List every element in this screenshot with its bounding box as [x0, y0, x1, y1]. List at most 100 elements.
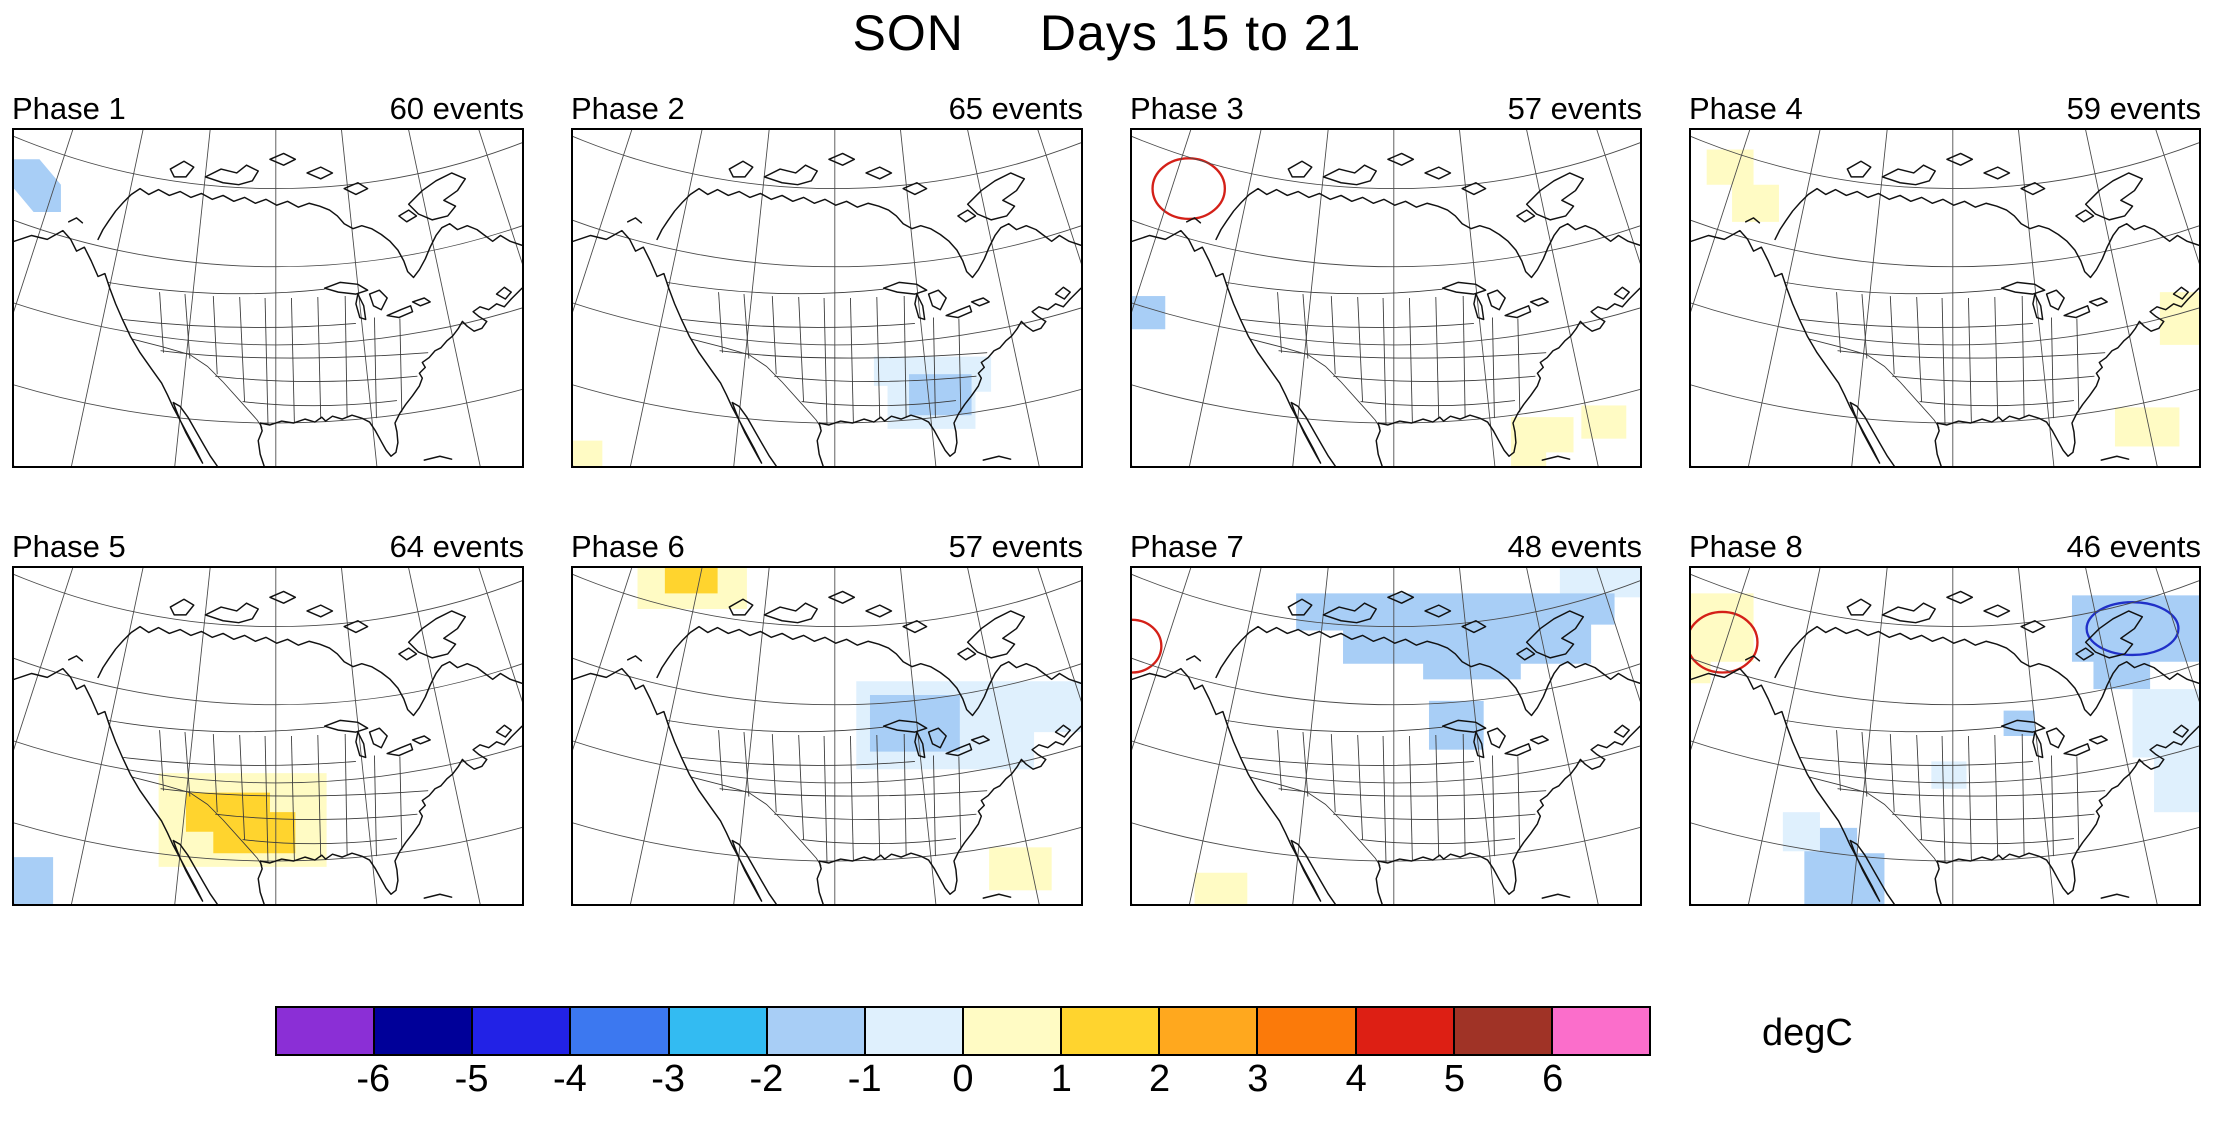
events-count: 46 events — [2066, 529, 2201, 564]
panel-header: Phase 4 59 events — [1689, 92, 2201, 126]
colorbar-segment-5 — [669, 1008, 768, 1054]
colorbar-tick-label: 5 — [1443, 1058, 1465, 1100]
phase-label: Phase 8 — [1689, 529, 1803, 564]
colorbar-tick-label: 1 — [1050, 1058, 1072, 1100]
colorbar-tick-label: 3 — [1247, 1058, 1269, 1100]
events-count: 64 events — [389, 529, 524, 564]
state-border-lines — [666, 719, 988, 867]
colorbar-tick-label: -2 — [749, 1058, 784, 1100]
map-frame — [571, 128, 1083, 468]
title-season: SON — [852, 5, 964, 61]
coastline-paths — [573, 152, 1081, 466]
map-svg — [573, 568, 1081, 904]
panel-grid: Phase 1 60 events Phase 2 65 events Phase 3 5… — [12, 92, 2201, 906]
colorbar-segment-12 — [1356, 1008, 1455, 1054]
colorbar-tick-label: 4 — [1345, 1058, 1367, 1100]
map-panel-phase-4: Phase 4 59 events — [1689, 92, 2201, 468]
state-border-lines — [666, 281, 988, 429]
anomaly-patch — [1428, 700, 1484, 750]
map-panel-phase-6: Phase 6 57 events — [571, 530, 1083, 906]
anomaly-patch — [185, 792, 296, 854]
panel-header: Phase 3 57 events — [1130, 92, 1642, 126]
anomaly-patch — [1706, 149, 1779, 222]
colorbar — [275, 1006, 1651, 1056]
events-count: 57 events — [948, 529, 1083, 564]
coastline-paths — [14, 152, 522, 466]
colorbar-segment-10 — [1160, 1008, 1259, 1054]
map-panel-phase-2: Phase 2 65 events — [571, 92, 1083, 468]
anomaly-patch — [989, 847, 1052, 891]
colorbar-segment-1 — [277, 1008, 376, 1054]
colorbar-tick-label: -3 — [651, 1058, 686, 1100]
map-panel-phase-8: Phase 8 46 events — [1689, 530, 2201, 906]
anomaly-patch — [14, 159, 61, 213]
map-svg — [1132, 568, 1640, 904]
panel-header: Phase 8 46 events — [1689, 530, 2201, 564]
phase-label: Phase 6 — [571, 529, 685, 564]
panel-header: Phase 6 57 events — [571, 530, 1083, 564]
anomaly-patch — [1511, 417, 1574, 466]
anomaly-patch — [1782, 812, 1820, 852]
figure-title: SON Days 15 to 21 — [0, 4, 2214, 62]
anomaly-patch — [664, 568, 718, 594]
phase-label: Phase 7 — [1130, 529, 1244, 564]
colorbar-tick-label: 0 — [952, 1058, 974, 1100]
colorbar-segment-9 — [1062, 1008, 1161, 1054]
map-frame — [12, 566, 524, 906]
anomaly-patch — [2159, 292, 2199, 345]
coastline-paths — [1691, 590, 2199, 904]
coastline-paths — [14, 590, 522, 904]
phase-label: Phase 5 — [12, 529, 126, 564]
panel-header: Phase 2 65 events — [571, 92, 1083, 126]
colorbar-segment-2 — [375, 1008, 474, 1054]
colorbar-segment-7 — [865, 1008, 964, 1054]
state-border-lines — [107, 719, 429, 867]
map-svg — [1691, 130, 2199, 466]
map-svg — [14, 130, 522, 466]
events-count: 59 events — [2066, 91, 2201, 126]
colorbar-tick-label: -5 — [454, 1058, 489, 1100]
anomaly-patch — [1194, 872, 1248, 904]
anomaly-patch — [2071, 595, 2199, 690]
colorbar-ticks: -6 -5 -4 -3 -2 -1 0 1 2 3 4 5 6 — [275, 1058, 1651, 1104]
events-count: 60 events — [389, 91, 524, 126]
events-count: 65 events — [948, 91, 1083, 126]
anomaly-patch — [14, 857, 54, 904]
colorbar-segment-8 — [963, 1008, 1063, 1054]
colorbar-tick-label: 6 — [1542, 1058, 1564, 1100]
colorbar-area: -6 -5 -4 -3 -2 -1 0 1 2 3 4 5 6 degC — [0, 1006, 2214, 1122]
colorbar-segment-4 — [571, 1008, 670, 1054]
map-svg — [14, 568, 522, 904]
state-border-lines — [1225, 281, 1547, 429]
panel-header: Phase 1 60 events — [12, 92, 524, 126]
map-panel-phase-1: Phase 1 60 events — [12, 92, 524, 468]
significance-contour — [1691, 610, 1759, 674]
colorbar-segment-3 — [473, 1008, 572, 1054]
anomaly-patch — [1581, 405, 1627, 439]
anomaly-patch — [573, 440, 603, 466]
state-border-lines — [1784, 281, 2106, 429]
significance-contour — [1151, 157, 1227, 221]
state-border-lines — [1225, 719, 1547, 867]
coastline-paths — [1132, 152, 1640, 466]
events-count: 48 events — [1507, 529, 1642, 564]
map-frame — [1689, 128, 2201, 468]
anomaly-patch — [869, 694, 960, 752]
map-panel-phase-7: Phase 7 48 events — [1130, 530, 1642, 906]
anomaly-patch — [2114, 407, 2180, 447]
colorbar-tick-label: -6 — [356, 1058, 391, 1100]
map-svg — [1691, 568, 2199, 904]
colorbar-tick-label: 2 — [1148, 1058, 1171, 1100]
anomaly-patch — [1691, 593, 1754, 684]
state-border-lines — [107, 281, 429, 429]
colorbar-segment-14 — [1552, 1008, 1649, 1054]
title-days-range: Days 15 to 21 — [1039, 5, 1362, 61]
map-panel-phase-5: Phase 5 64 events — [12, 530, 524, 906]
anomaly-patch — [1559, 568, 1640, 598]
anomaly-patch — [2132, 689, 2199, 758]
coastline-paths — [573, 590, 1081, 904]
map-svg — [573, 130, 1081, 466]
phase-label: Phase 4 — [1689, 91, 1803, 126]
panel-header: Phase 7 48 events — [1130, 530, 1642, 564]
